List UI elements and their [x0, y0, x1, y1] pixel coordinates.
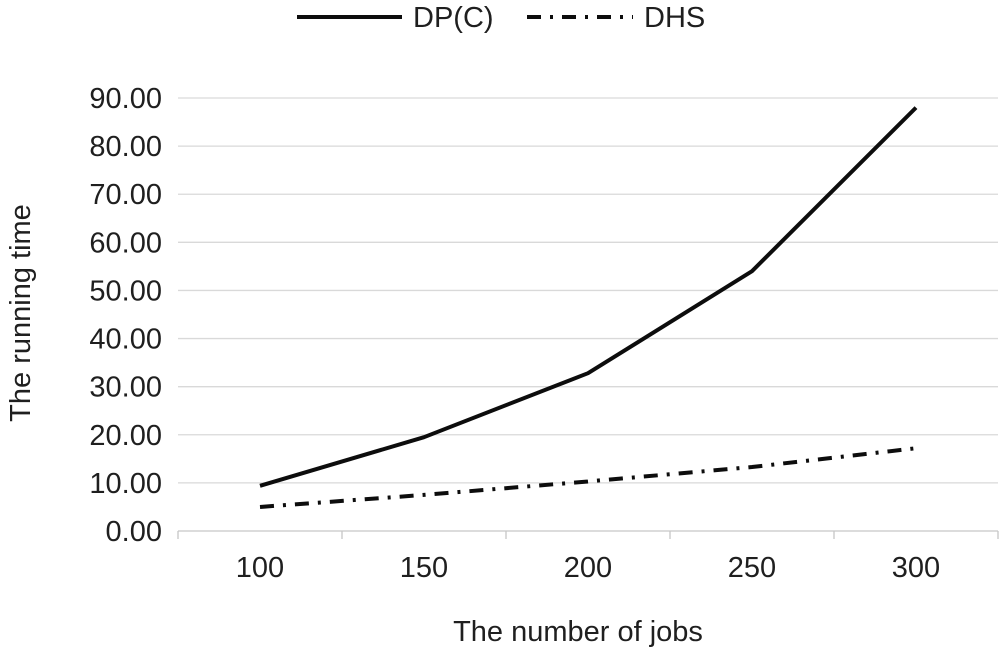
x-tick-label: 200: [564, 552, 612, 584]
x-tick-label: 300: [892, 552, 940, 584]
x-tick-label: 100: [236, 552, 284, 584]
y-tick-label: 30.00: [89, 372, 162, 404]
y-tick-label: 10.00: [89, 468, 162, 500]
series-line-dhs: [259, 446, 917, 509]
y-tick-label: 90.00: [89, 83, 162, 115]
y-tick-label: 60.00: [89, 227, 162, 259]
y-tick-label: 80.00: [89, 131, 162, 163]
x-tick-label: 250: [728, 552, 776, 584]
chart-legend: DP(C) DHS: [297, 2, 705, 34]
y-axis-title: The running time: [5, 204, 37, 422]
series-line-dp-c-: [259, 106, 918, 488]
plot-area: 0.00 10.00 20.00 30.00 40.00 50.00 60.00 70.00 8…: [89, 83, 999, 584]
y-tick-label: 0.00: [106, 516, 162, 548]
y-tick-label: 50.00: [89, 275, 162, 307]
x-axis-title: The number of jobs: [453, 616, 703, 648]
x-tick-label: 150: [400, 552, 448, 584]
legend-label-dhs: DHS: [644, 2, 705, 34]
legend-label-dpc: DP(C): [413, 2, 494, 34]
y-tick-label: 70.00: [89, 179, 162, 211]
y-tick-label: 40.00: [89, 324, 162, 356]
y-tick-label: 20.00: [89, 420, 162, 452]
